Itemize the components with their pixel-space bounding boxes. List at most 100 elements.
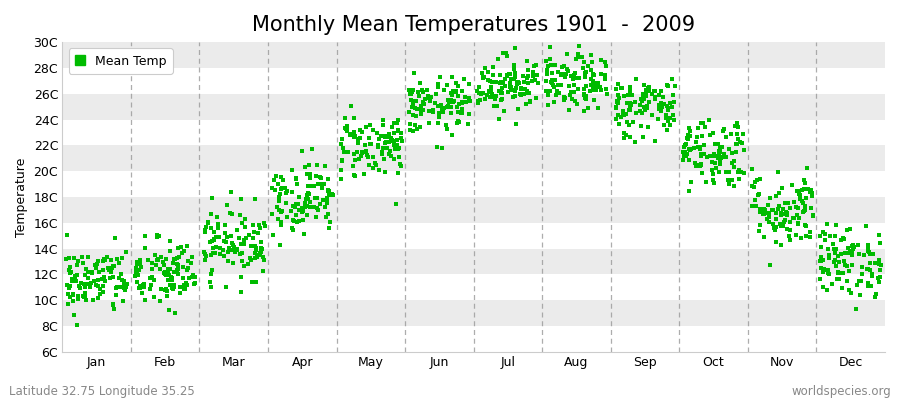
Point (623, 134, 637, 140)
Text: worldspecies.org: worldspecies.org (791, 385, 891, 398)
Point (720, 177, 734, 184)
Point (844, 262, 859, 268)
Point (307, 204, 321, 210)
Point (732, 176, 746, 182)
Title: Monthly Mean Temperatures 1901  -  2009: Monthly Mean Temperatures 1901 - 2009 (252, 15, 695, 35)
Point (253, 250, 267, 257)
Point (564, 88, 579, 95)
Point (641, 85, 655, 91)
Point (472, 90, 486, 96)
Point (612, 95, 626, 102)
Point (835, 284, 850, 291)
Point (95, 276, 110, 282)
Point (624, 102, 638, 108)
Point (158, 272, 173, 278)
Point (77, 284, 92, 291)
Point (598, 86, 613, 92)
Point (872, 232, 886, 238)
Point (378, 168, 392, 175)
Point (303, 175, 318, 181)
Point (774, 242, 788, 248)
Point (435, 106, 449, 112)
Point (661, 118, 675, 124)
Point (204, 252, 219, 258)
Point (140, 257, 155, 263)
Point (652, 101, 666, 108)
Point (252, 252, 266, 259)
Point (431, 102, 446, 109)
Point (628, 76, 643, 82)
Point (627, 139, 642, 145)
Point (625, 92, 639, 98)
Point (104, 257, 118, 264)
Point (757, 206, 771, 213)
Point (846, 242, 860, 248)
Point (873, 240, 887, 246)
Point (347, 172, 362, 179)
Point (616, 135, 631, 141)
Point (540, 67, 554, 73)
Point (278, 184, 293, 191)
Point (339, 126, 354, 132)
Point (186, 280, 201, 287)
Point (130, 260, 144, 267)
Point (96, 274, 111, 280)
Point (859, 222, 873, 229)
Point (323, 219, 338, 226)
Point (864, 283, 878, 289)
Point (243, 243, 257, 250)
Point (63, 264, 77, 270)
Point (220, 202, 234, 208)
Point (541, 91, 555, 98)
Point (794, 234, 808, 241)
Point (320, 210, 335, 217)
Point (248, 196, 263, 202)
Point (842, 248, 857, 254)
Point (816, 229, 831, 236)
Point (798, 194, 813, 201)
Point (321, 190, 336, 196)
Point (559, 71, 573, 77)
Point (582, 88, 597, 94)
Point (611, 92, 625, 99)
Point (700, 154, 715, 160)
Point (285, 227, 300, 234)
Point (290, 219, 304, 226)
Point (648, 88, 662, 94)
Point (735, 131, 750, 138)
Point (380, 145, 394, 152)
Point (815, 257, 830, 263)
Point (161, 272, 176, 278)
Point (820, 220, 834, 227)
Point (234, 274, 248, 280)
Point (170, 255, 184, 261)
Point (119, 249, 133, 256)
Point (519, 100, 534, 107)
Point (552, 90, 566, 96)
Point (309, 173, 323, 179)
Point (220, 234, 235, 240)
Point (768, 227, 782, 233)
Point (844, 250, 859, 256)
Point (138, 297, 152, 303)
Point (845, 246, 859, 253)
Point (697, 150, 711, 157)
Point (58, 256, 73, 262)
Point (78, 297, 93, 303)
Point (730, 140, 744, 147)
Point (518, 86, 533, 92)
Point (77, 272, 92, 278)
Bar (62, 300, 885, 326)
Point (508, 70, 522, 76)
Point (274, 222, 288, 228)
Point (382, 150, 397, 157)
Point (313, 181, 328, 187)
Point (519, 90, 534, 97)
Point (830, 276, 844, 282)
Point (633, 108, 647, 114)
Point (62, 255, 77, 261)
Point (506, 76, 520, 82)
Point (272, 198, 286, 204)
Point (148, 251, 162, 258)
Point (788, 232, 803, 238)
